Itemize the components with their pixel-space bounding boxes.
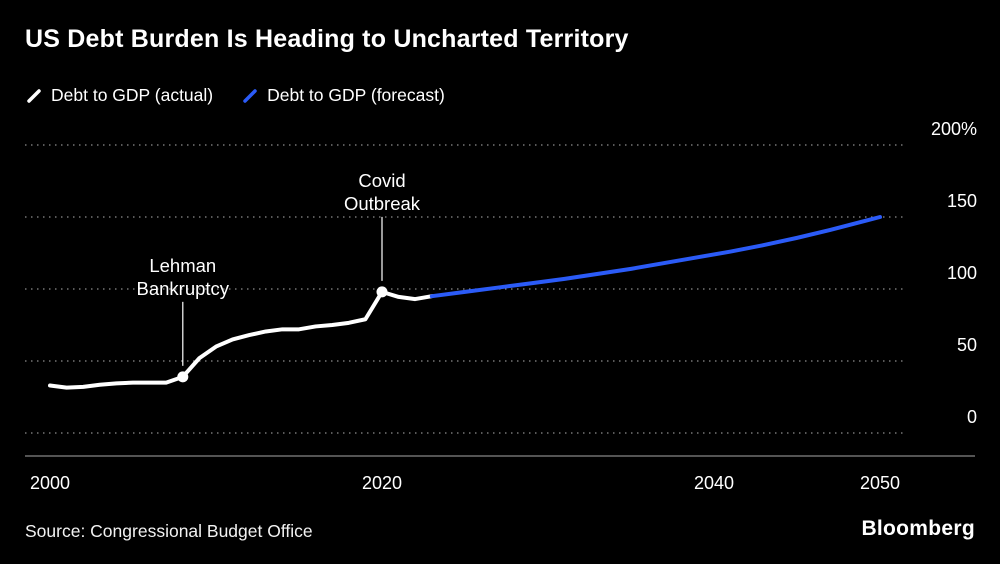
forecast-swatch-stroke	[243, 88, 257, 103]
legend: Debt to GDP (actual) Debt to GDP (foreca…	[25, 85, 445, 106]
legend-label-actual: Debt to GDP (actual)	[51, 85, 214, 105]
forecast-line	[429, 215, 882, 299]
source-note: Source: Congressional Budget Office	[25, 521, 313, 541]
annotation-dot	[376, 286, 388, 298]
legend-item-actual: Debt to GDP (actual)	[25, 85, 213, 106]
gridlines	[25, 144, 905, 434]
y-tick-label-200: 200%	[931, 119, 977, 139]
annotation-text: Lehman	[149, 255, 216, 276]
actual-swatch-stroke	[27, 88, 41, 103]
y-tick-label-150: 150	[947, 191, 977, 211]
y-tick-label-50: 50	[957, 335, 977, 355]
annotation-text: Bankruptcy	[137, 278, 230, 299]
x-tick-label-2040: 2040	[694, 473, 734, 493]
page-title: US Debt Burden Is Heading to Uncharted T…	[25, 25, 629, 53]
x-tick-label-2020: 2020	[362, 473, 402, 493]
x-axis: 2000 2020 2040 2050	[25, 455, 975, 493]
annotation-text: Covid	[358, 170, 405, 191]
header: US Debt Burden Is Heading to Uncharted T…	[25, 24, 975, 54]
annotation-dot	[177, 371, 189, 383]
y-axis-labels: 0 50 100 150 200%	[931, 119, 977, 427]
y-tick-label-100: 100	[947, 263, 977, 283]
y-tick-label-0: 0	[967, 407, 977, 427]
bloomberg-logo: Bloomberg	[861, 517, 975, 540]
annotation-text: Outbreak	[344, 193, 421, 214]
legend-item-forecast: Debt to GDP (forecast)	[241, 85, 445, 106]
legend-label-forecast: Debt to GDP (forecast)	[267, 85, 445, 105]
series-lines	[48, 215, 882, 390]
actual-line-swatch-icon	[27, 88, 41, 103]
x-tick-label-2050: 2050	[860, 473, 900, 493]
forecast-line-swatch-icon	[243, 88, 257, 103]
actual-line	[48, 289, 434, 390]
x-tick-label-2000: 2000	[30, 473, 70, 493]
